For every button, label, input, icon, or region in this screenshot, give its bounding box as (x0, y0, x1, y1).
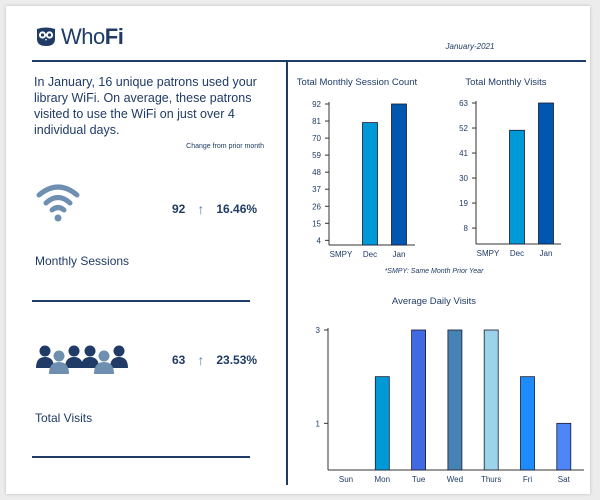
y-tick-label: 3 (316, 326, 321, 335)
y-tick-label: 70 (312, 134, 321, 143)
y-tick-label: 8 (464, 224, 469, 233)
visits-change: 23.53% (216, 353, 258, 367)
y-tick-label: 26 (312, 202, 321, 211)
bar-dec (362, 122, 378, 246)
logo-text: WhoFi (61, 24, 124, 49)
y-tick-label: 81 (312, 117, 321, 126)
y-tick-label: 59 (312, 151, 321, 160)
bar-sat (556, 422, 572, 471)
y-tick-label: 92 (312, 100, 321, 109)
x-tick-label: Mon (375, 475, 391, 484)
smpy-footnote: *SMPY: Same Month Prior Year (385, 268, 484, 275)
visits-label: Total Visits (35, 411, 93, 425)
sessions-value: 92 (172, 202, 186, 216)
whofi-logo: WhoFi (35, 24, 124, 50)
bar-dec (509, 129, 525, 245)
x-tick-label: Jan (540, 249, 553, 258)
y-tick-label: 4 (317, 236, 322, 245)
arrow-up-icon: ↑ (197, 352, 205, 368)
y-tick-label: 48 (312, 168, 321, 177)
x-tick-label: Wed (447, 475, 463, 484)
header-divider (32, 60, 586, 62)
report-date: January-2021 (445, 42, 495, 51)
metric-divider-bottom (32, 456, 250, 458)
y-tick-label: 63 (459, 99, 468, 108)
x-tick-label: Sat (558, 475, 571, 484)
x-tick-label: Sun (339, 475, 353, 484)
visits-metric: 63 ↑ 23.53% (172, 352, 257, 368)
sessions-change: 16.46% (216, 202, 258, 216)
people-icon (36, 345, 128, 374)
bar-fri (520, 376, 535, 471)
chart-title-daily: Average Daily Visits (392, 296, 476, 307)
y-tick-label: 52 (459, 124, 468, 133)
x-tick-label: Fri (523, 475, 533, 484)
x-tick-label: Dec (510, 249, 524, 258)
y-tick-label: 30 (459, 174, 468, 183)
bar-jan (391, 103, 407, 246)
x-tick-label: SMPY (477, 249, 500, 258)
bar-wed (447, 329, 463, 471)
sessions-label: Monthly Sessions (35, 254, 130, 268)
chart-title-sessions: Total Monthly Session Count (297, 77, 418, 88)
chart-title-visits: Total Monthly Visits (465, 77, 546, 88)
wifi-icon (36, 184, 80, 222)
y-tick-label: 37 (312, 185, 321, 194)
arrow-up-icon: ↑ (197, 201, 205, 217)
summary-text: In January, 16 unique patrons used your … (34, 75, 257, 137)
owl-logo-icon (37, 27, 55, 46)
metric-divider (32, 300, 250, 302)
y-tick-label: 15 (312, 219, 321, 228)
bar-mon (374, 376, 390, 471)
x-tick-label: SMPY (330, 250, 353, 259)
bar-thurs (483, 329, 499, 471)
y-tick-label: 19 (459, 199, 468, 208)
change-label: Change from prior month (186, 143, 264, 150)
x-tick-label: Tue (412, 475, 426, 484)
y-tick-label: 41 (459, 149, 468, 158)
bar-tue (411, 329, 427, 471)
visits-value: 63 (172, 353, 186, 367)
y-tick-label: 1 (316, 419, 321, 428)
x-tick-label: Thurs (481, 475, 501, 484)
bar-jan (538, 102, 554, 245)
x-tick-label: Dec (363, 250, 377, 259)
sessions-metric: 92 ↑ 16.46% (172, 201, 257, 217)
x-tick-label: Jan (393, 250, 406, 259)
column-divider (286, 61, 288, 485)
